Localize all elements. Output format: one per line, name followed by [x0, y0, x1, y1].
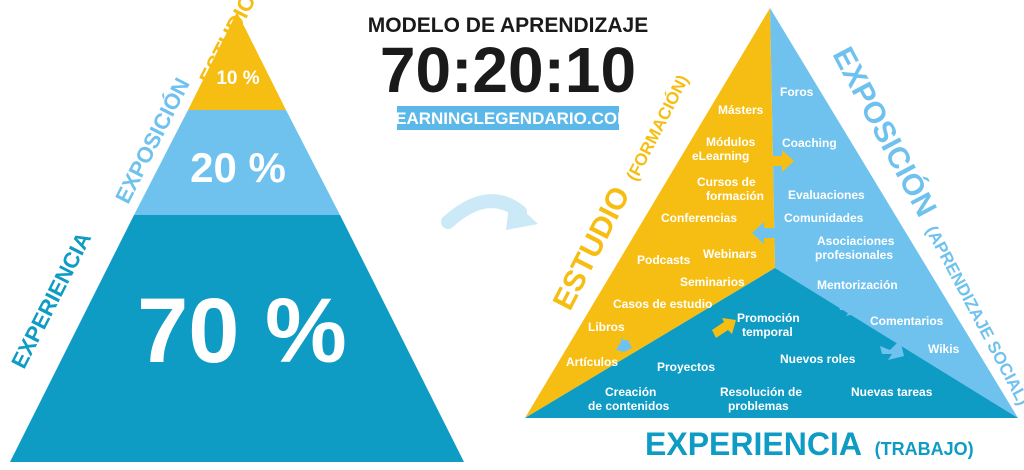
- item-temporal: temporal: [742, 325, 793, 339]
- level-percent-experiencia: 70 %: [137, 280, 347, 382]
- pyramid-level-estudio: [188, 12, 286, 110]
- arrow-icon: [838, 296, 862, 316]
- item-profesionales: profesionales: [815, 248, 893, 262]
- face-experiencia: [525, 268, 1018, 418]
- zone-arrows: [712, 150, 794, 338]
- item-conferencias: Conferencias: [661, 211, 737, 225]
- face-exposicion: [770, 8, 1018, 418]
- arrow-icon: [752, 222, 778, 244]
- item-comentarios: Comentarios: [870, 314, 944, 328]
- item-evaluaciones: Evaluaciones: [788, 188, 865, 202]
- arrow-icon: [616, 336, 632, 352]
- estudio-items: Másters Módulos eLearning Cursos de form…: [566, 103, 764, 369]
- item-wikis: Wikis: [928, 342, 960, 356]
- pyramid-level-exposicion: [134, 110, 340, 215]
- level-percent-exposicion: 20 %: [190, 144, 286, 191]
- item-nuevos-roles: Nuevos roles: [780, 352, 856, 366]
- title-block: MODELO DE APRENDIZAJE 70:20:10 LEARNINGL…: [368, 14, 648, 130]
- title-line1: MODELO DE APRENDIZAJE: [368, 14, 648, 37]
- arrow-icon: [768, 150, 794, 172]
- item-comunidades: Comunidades: [784, 211, 864, 225]
- item-mentorizacion: Mentorización: [817, 278, 898, 292]
- zone-arrows-blue: [616, 222, 904, 360]
- item-seminarios: Seminarios: [680, 275, 745, 289]
- level-percent-estudio: 10 %: [216, 68, 259, 89]
- title-ratio: 70:20:10: [380, 34, 636, 106]
- item-promocion: Promoción: [737, 311, 800, 325]
- face-estudio: [525, 8, 775, 418]
- item-podcasts: Podcasts: [637, 253, 691, 267]
- item-formacion: formación: [706, 189, 764, 203]
- label-experiencia-main: EXPERIENCIA: [645, 426, 862, 462]
- item-modulos: Módulos: [706, 135, 756, 149]
- item-resolucion: Resolución de: [720, 385, 802, 399]
- item-nuevas-tareas: Nuevas tareas: [851, 385, 933, 399]
- website-badge-text: LEARNINGLEGENDARIO.COM: [385, 109, 632, 128]
- item-elearning: eLearning: [692, 149, 749, 163]
- item-asociaciones: Asociaciones: [817, 234, 895, 248]
- arrow-icon: [880, 340, 904, 360]
- website-badge: [397, 106, 619, 130]
- arrow-icon: [712, 318, 736, 338]
- item-problemas: problemas: [728, 399, 789, 413]
- item-creacion: Creación: [605, 385, 656, 399]
- item-coaching: Coaching: [782, 136, 837, 150]
- item-contenidos: de contenidos: [588, 399, 670, 413]
- item-cursos: Cursos de: [697, 175, 756, 189]
- label-experiencia-sub: (TRABAJO): [875, 439, 974, 459]
- item-foros: Foros: [780, 85, 814, 99]
- pyramid-level-experiencia: [10, 215, 464, 462]
- exposicion-items: Foros Coaching Evaluaciones Comunidades …: [780, 85, 960, 356]
- label-experiencia: EXPERIENCIA (TRABAJO): [645, 426, 974, 462]
- item-casos: Casos de estudio: [613, 297, 712, 311]
- item-proyectos: Proyectos: [657, 360, 715, 374]
- item-masters: Másters: [718, 103, 764, 117]
- experiencia-items: Promoción temporal Proyectos Nuevos role…: [588, 311, 933, 413]
- item-webinars: Webinars: [703, 247, 757, 261]
- curved-arrow-icon: [441, 194, 538, 230]
- item-articulos: Artículos: [566, 355, 618, 369]
- item-libros: Libros: [588, 320, 625, 334]
- svg-text:EXPERIENCIA (TRABAJO): EXPERIENCIA (TRABAJO): [645, 426, 974, 462]
